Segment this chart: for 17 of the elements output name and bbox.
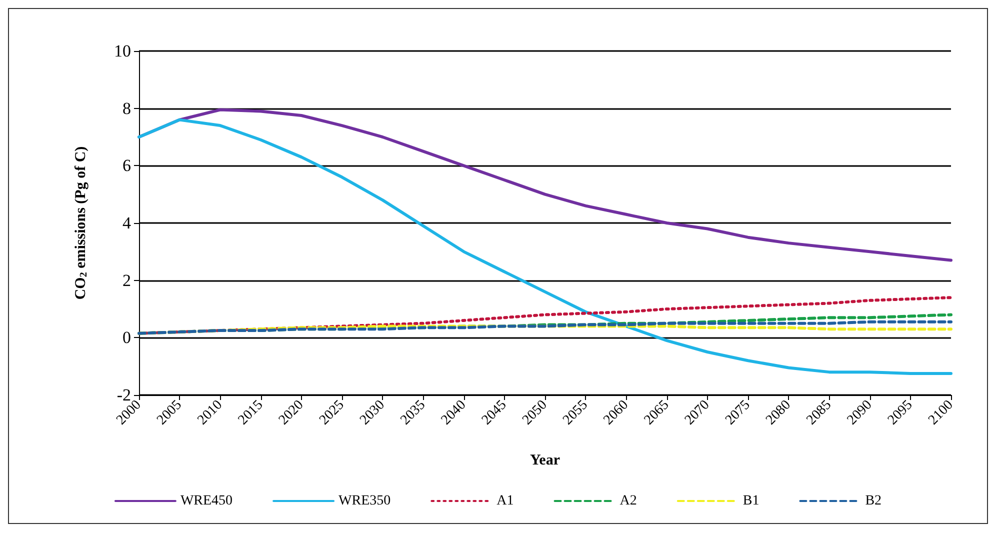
y-tick-label: 2 <box>122 270 131 290</box>
legend-label: B1 <box>742 494 760 508</box>
y-axis-title: CO2 emissions (Pg of C) <box>73 146 90 300</box>
legend-label: A2 <box>620 494 637 508</box>
line-series <box>138 320 952 335</box>
legend-label: A1 <box>496 494 514 508</box>
y-tick-label: 8 <box>122 98 131 118</box>
legend-label: WRE450 <box>180 494 233 508</box>
legend-label: B2 <box>865 494 882 508</box>
y-tick-label: -2 <box>116 386 131 404</box>
line-series <box>138 118 952 375</box>
x-axis-title: Year <box>530 452 560 468</box>
y-tick-label: 10 <box>114 42 131 60</box>
y-tick-label: 6 <box>122 156 131 176</box>
y-tick-label: 0 <box>122 328 131 348</box>
legend-label: WRE350 <box>338 494 391 508</box>
y-tick-label: 4 <box>122 214 132 232</box>
